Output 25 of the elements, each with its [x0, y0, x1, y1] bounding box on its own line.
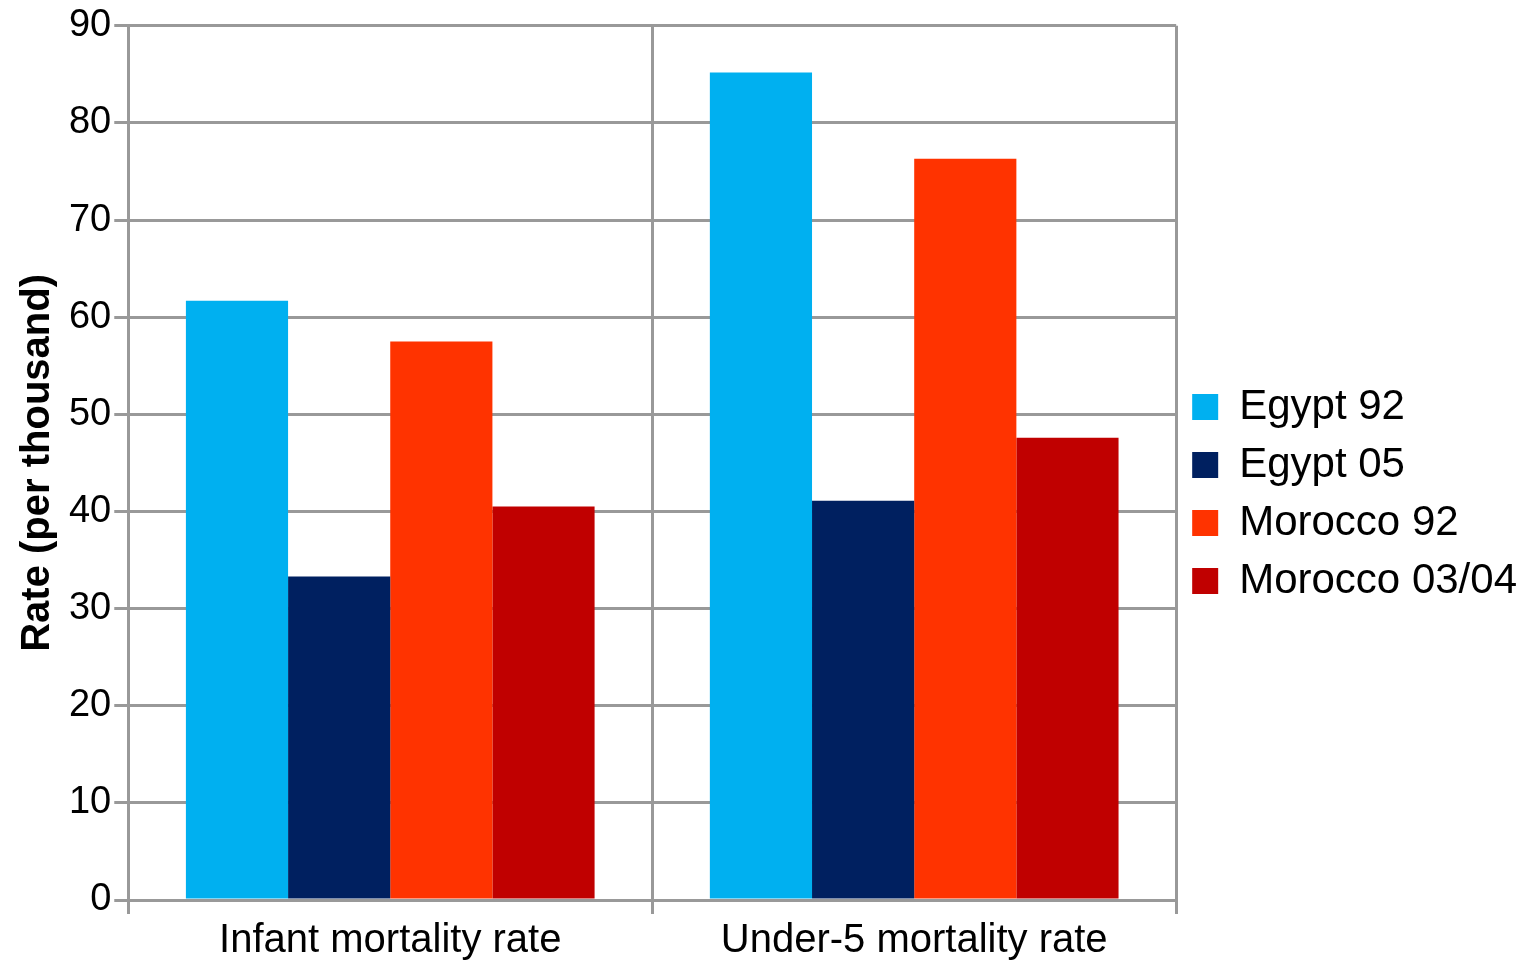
y-tick-label: 70	[68, 196, 112, 239]
y-tick-label: 60	[68, 293, 112, 336]
bar	[914, 158, 1017, 899]
bar	[185, 300, 289, 899]
legend-label: Egypt 05	[1239, 438, 1405, 486]
y-tick-label: 30	[68, 585, 112, 628]
y-tick-label: 10	[68, 779, 112, 822]
y-tick-label: 40	[68, 487, 112, 530]
bar	[812, 500, 915, 899]
legend-label: Morocco 03/04	[1239, 554, 1518, 602]
bar	[390, 341, 493, 899]
x-tick-label: Under-5 mortality rate	[720, 916, 1108, 961]
bar	[709, 72, 813, 899]
y-tick-label: 0	[90, 876, 112, 919]
y-tick-label: 80	[68, 99, 112, 142]
y-tick-label: 90	[68, 2, 112, 45]
y-axis-title: Rate (per thousand)	[13, 274, 58, 652]
y-tick-label: 20	[68, 682, 112, 725]
bar	[288, 576, 391, 899]
x-tick-label: Infant mortality rate	[219, 916, 562, 961]
legend-label: Egypt 92	[1239, 380, 1405, 428]
legend-label: Morocco 92	[1239, 496, 1459, 544]
y-tick-label: 50	[68, 390, 112, 433]
bar	[492, 506, 595, 899]
bar	[1016, 437, 1119, 899]
